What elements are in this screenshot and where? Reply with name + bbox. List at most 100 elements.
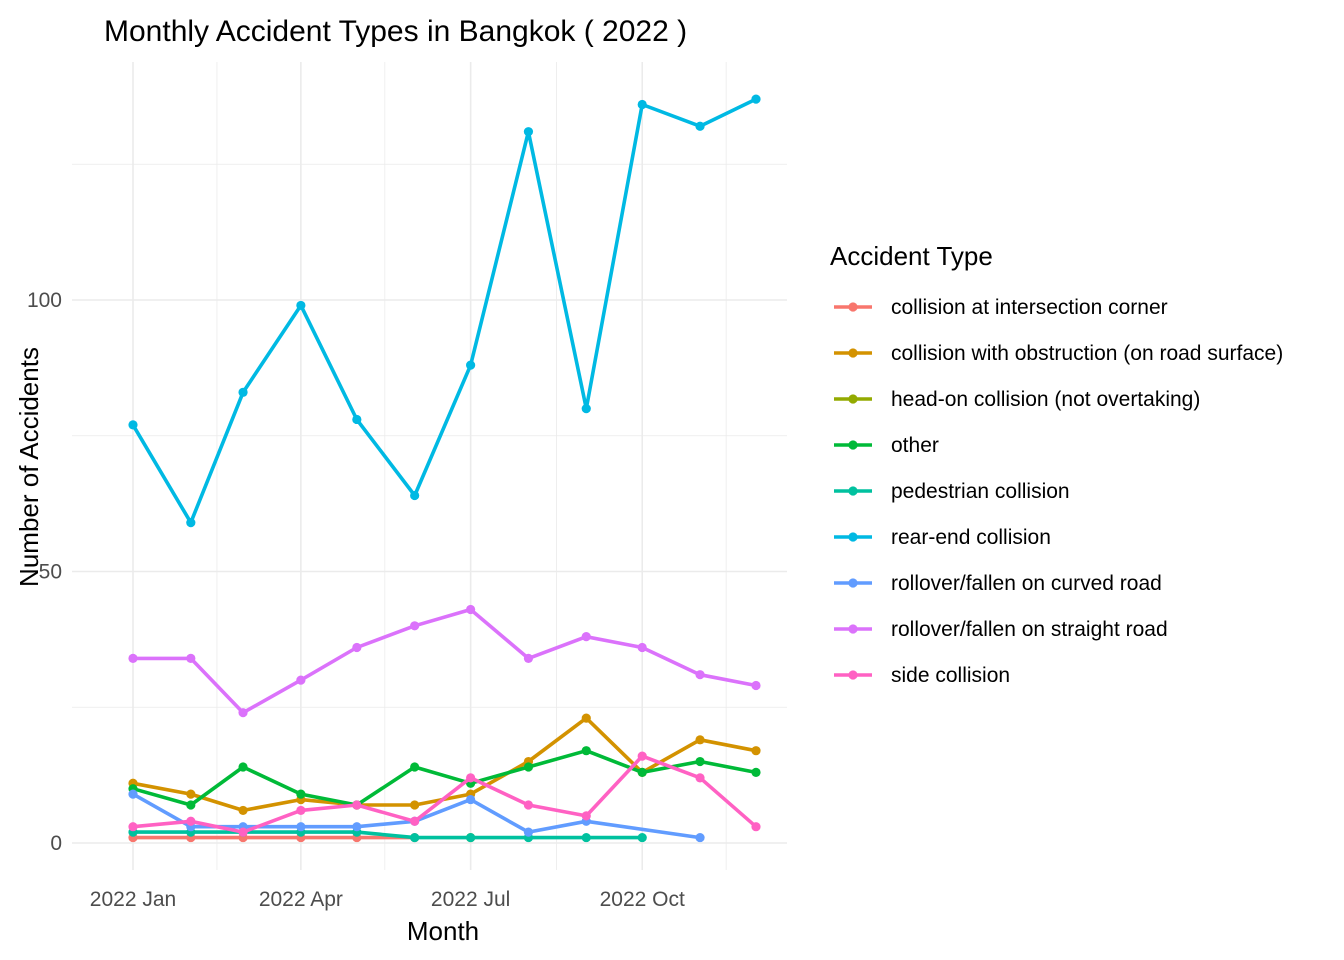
data-point xyxy=(695,670,705,680)
legend: Accident Type collision at intersection … xyxy=(830,241,1283,687)
data-point xyxy=(466,604,476,615)
series-pedestrian-collision xyxy=(128,827,647,843)
series-line xyxy=(132,754,758,834)
x-tick-label: 2022 Jul xyxy=(431,888,510,911)
legend-key-point xyxy=(848,670,858,680)
data-point xyxy=(410,800,420,810)
data-point xyxy=(581,713,591,723)
legend-label: collision at intersection corner xyxy=(891,296,1168,319)
data-point xyxy=(128,420,138,430)
data-point xyxy=(296,822,306,832)
data-point xyxy=(466,794,476,805)
axes: 2022 Jan 2022 Apr 2022 Jul 2022 Oct 0 50 100 xyxy=(27,289,685,911)
data-point xyxy=(410,762,420,772)
data-point xyxy=(581,746,591,756)
data-point xyxy=(523,800,534,810)
data-point xyxy=(581,832,591,843)
data-point xyxy=(296,300,306,311)
data-point xyxy=(238,387,248,397)
data-point xyxy=(352,800,362,810)
legend-label: rollover/fallen on curved road xyxy=(891,572,1162,595)
data-point xyxy=(637,751,647,761)
data-point xyxy=(296,789,306,799)
legend-label: rollover/fallen on straight road xyxy=(891,618,1168,641)
data-point xyxy=(186,518,196,528)
data-point xyxy=(523,127,534,137)
data-point xyxy=(466,832,476,843)
data-point xyxy=(128,789,138,799)
data-point xyxy=(637,767,647,778)
data-point xyxy=(695,121,705,131)
data-point xyxy=(637,99,647,110)
data-point xyxy=(523,827,534,837)
grid xyxy=(72,62,787,870)
data-point xyxy=(751,94,761,104)
data-point xyxy=(410,490,420,501)
series-rollover-fallen-on-straight-road xyxy=(128,604,761,718)
x-tick-label: 2022 Jan xyxy=(90,888,176,911)
x-tick-label: 2022 Oct xyxy=(600,888,685,911)
y-tick-label: 100 xyxy=(27,289,62,312)
data-point xyxy=(581,404,591,414)
legend-label: pedestrian collision xyxy=(891,480,1070,503)
legend-key-point xyxy=(848,532,858,542)
series-line xyxy=(133,607,757,715)
data-point xyxy=(523,653,534,663)
legend-label: collision with obstruction (on road surf… xyxy=(891,342,1283,365)
data-point xyxy=(352,822,362,832)
chart-title: Monthly Accident Types in Bangkok ( 2022… xyxy=(104,15,687,48)
data-point xyxy=(695,832,705,843)
data-point xyxy=(238,827,248,837)
legend-key-point xyxy=(848,302,858,312)
legend-key-point xyxy=(848,440,858,450)
data-point xyxy=(186,816,196,826)
legend-label: rear-end collision xyxy=(891,526,1051,549)
data-point xyxy=(695,735,705,745)
legend-item: pedestrian collision xyxy=(834,480,1070,503)
legend-key-point xyxy=(848,348,858,358)
x-axis-label: Month xyxy=(407,916,479,946)
data-point xyxy=(186,653,196,663)
data-point xyxy=(410,621,420,631)
data-point xyxy=(238,805,248,816)
data-point xyxy=(695,773,705,783)
legend-item: collision at intersection corner xyxy=(834,296,1168,319)
data-point xyxy=(186,789,196,799)
data-point xyxy=(238,708,248,718)
data-point xyxy=(238,762,248,772)
y-tick-label: 50 xyxy=(39,561,62,584)
data-point xyxy=(466,773,476,783)
data-point xyxy=(637,642,647,653)
data-point xyxy=(751,822,761,832)
data-point xyxy=(410,832,420,843)
x-tick-label: 2022 Apr xyxy=(259,888,343,911)
data-point xyxy=(466,360,476,370)
data-point xyxy=(581,811,591,821)
y-axis-label: Number of Accidents xyxy=(14,347,44,587)
data-point xyxy=(751,746,761,756)
series-group xyxy=(128,94,761,843)
data-point xyxy=(581,632,591,642)
legend-key-point xyxy=(848,486,858,496)
data-point xyxy=(523,762,534,772)
legend-item: head-on collision (not overtaking) xyxy=(834,388,1200,411)
legend-item: rear-end collision xyxy=(834,526,1051,549)
legend-key-point xyxy=(848,624,858,634)
legend-label: side collision xyxy=(891,664,1010,687)
data-point xyxy=(751,767,761,778)
legend-label: other xyxy=(891,434,939,457)
legend-title: Accident Type xyxy=(830,241,993,271)
series-line xyxy=(133,830,643,840)
data-point xyxy=(695,756,705,767)
legend-item: other xyxy=(834,434,939,457)
series-line xyxy=(132,748,757,807)
legend-item: rollover/fallen on straight road xyxy=(834,618,1168,641)
series-line xyxy=(131,97,757,525)
legend-item: rollover/fallen on curved road xyxy=(834,572,1162,595)
data-point xyxy=(352,414,362,425)
data-point xyxy=(296,805,306,816)
legend-key-point xyxy=(848,394,858,404)
data-point xyxy=(186,800,196,810)
legend-item: collision with obstruction (on road surf… xyxy=(834,342,1283,365)
